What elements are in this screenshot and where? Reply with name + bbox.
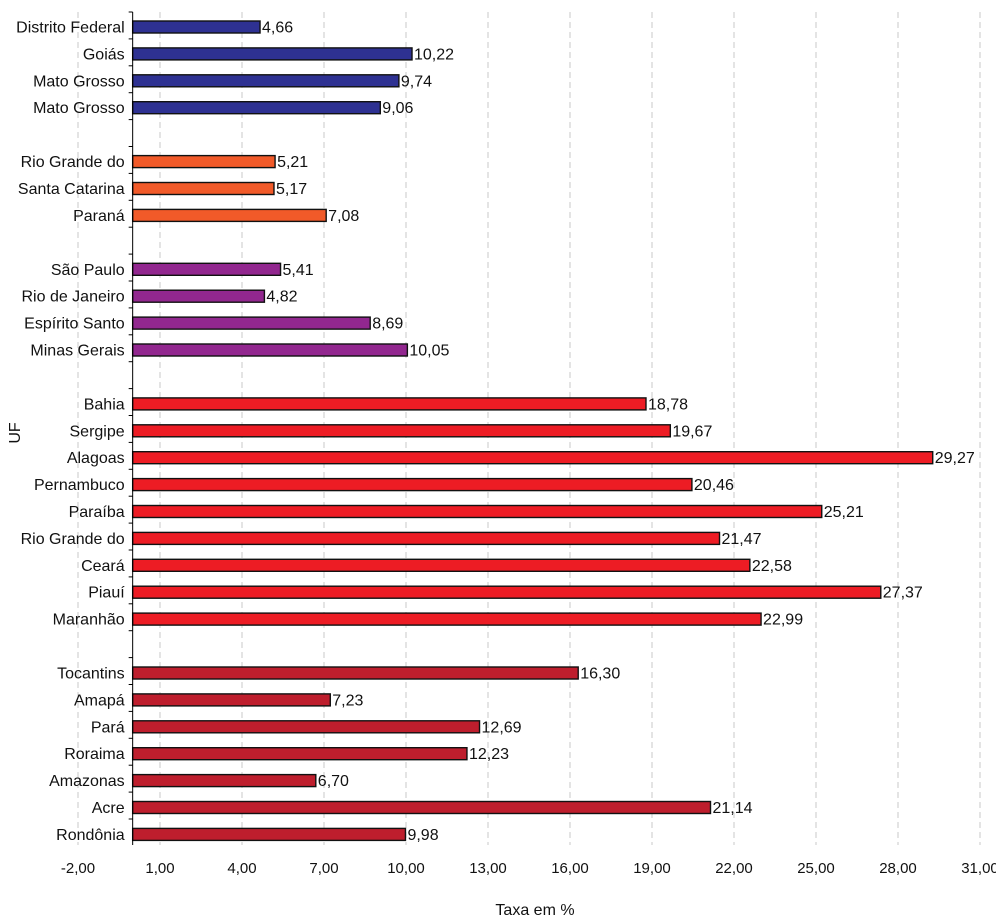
data-label: 25,21 — [824, 504, 864, 521]
category-label: Pernambuco — [34, 477, 125, 494]
bar — [133, 398, 646, 410]
x-tick-label: 28,00 — [879, 860, 917, 877]
data-label: 21,47 — [722, 531, 762, 548]
category-label: Distrito Federal — [16, 20, 124, 37]
x-tick-label: 4,00 — [227, 860, 256, 877]
bar — [133, 667, 579, 679]
category-label: Acre — [92, 800, 125, 817]
bar — [133, 775, 316, 787]
category-label: Rio Grande do — [21, 154, 125, 171]
category-label: São Paulo — [51, 262, 125, 279]
category-label: Mato Grosso — [33, 73, 125, 90]
bar — [133, 694, 331, 706]
bar — [133, 748, 467, 760]
bar — [133, 263, 281, 275]
data-label: 8,69 — [372, 316, 403, 333]
category-label: Paraná — [73, 208, 125, 225]
category-label: Santa Catarina — [18, 181, 125, 198]
bar — [133, 21, 260, 33]
data-label: 9,06 — [382, 100, 413, 117]
bar — [133, 75, 399, 87]
x-tick-label: 22,00 — [715, 860, 753, 877]
category-label: Pará — [91, 719, 125, 736]
data-label: 18,78 — [648, 396, 688, 413]
category-label: Roraima — [64, 746, 125, 763]
x-tick-label: 10,00 — [387, 860, 425, 877]
x-tick-label: 1,00 — [145, 860, 174, 877]
bars-group — [133, 21, 933, 840]
bar — [133, 48, 412, 60]
category-label: Rio Grande do — [21, 531, 125, 548]
data-label: 12,69 — [482, 719, 522, 736]
data-label: 5,21 — [277, 154, 308, 171]
data-label: 4,66 — [262, 20, 293, 37]
data-label: 6,70 — [318, 773, 349, 790]
data-label: 20,46 — [694, 477, 734, 494]
category-label: Tocantins — [57, 666, 125, 683]
category-label: Sergipe — [70, 423, 125, 440]
category-label: Bahia — [84, 396, 125, 413]
category-label: Alagoas — [67, 450, 125, 467]
category-label: Maranhão — [53, 612, 125, 629]
category-label: Piauí — [88, 585, 125, 602]
bar — [133, 559, 750, 571]
x-tick-label: 31,00 — [961, 860, 996, 877]
category-label: Ceará — [81, 558, 125, 575]
data-label: 5,17 — [276, 181, 307, 198]
data-label: 16,30 — [580, 666, 620, 683]
category-label: Mato Grosso — [33, 100, 125, 117]
bar — [133, 721, 480, 733]
category-label: Paraíba — [69, 504, 125, 521]
x-tick-label: -2,00 — [61, 860, 95, 877]
data-label: 29,27 — [935, 450, 975, 467]
x-tick-label: 25,00 — [797, 860, 835, 877]
bar — [133, 613, 761, 625]
data-label: 7,08 — [328, 208, 359, 225]
x-axis-title: Taxa em % — [495, 902, 574, 919]
data-label: 21,14 — [712, 800, 752, 817]
bar — [133, 156, 275, 168]
data-label: 4,82 — [266, 289, 297, 306]
data-label: 22,99 — [763, 612, 803, 629]
bar — [133, 344, 408, 356]
category-label: Espírito Santo — [24, 316, 125, 333]
bar — [133, 102, 381, 114]
category-label: Rio de Janeiro — [21, 289, 124, 306]
data-label: 7,23 — [332, 692, 363, 709]
bar — [133, 452, 933, 464]
data-label: 27,37 — [883, 585, 923, 602]
bar — [133, 290, 265, 302]
data-label: 12,23 — [469, 746, 509, 763]
data-label: 10,22 — [414, 46, 454, 63]
bar — [133, 479, 692, 491]
bar — [133, 802, 711, 814]
bar — [133, 425, 671, 437]
category-label: Rondônia — [56, 827, 125, 844]
data-label: 19,67 — [672, 423, 712, 440]
x-tick-label: 16,00 — [551, 860, 589, 877]
data-label: 10,05 — [409, 343, 449, 360]
data-label: 5,41 — [283, 262, 314, 279]
bar — [133, 209, 327, 221]
category-label: Amapá — [74, 692, 125, 709]
x-tick-label: 13,00 — [469, 860, 507, 877]
bar — [133, 183, 274, 195]
category-label: Goiás — [83, 46, 125, 63]
data-label: 9,74 — [401, 73, 432, 90]
y-axis-title: UF — [7, 422, 24, 444]
category-label: Minas Gerais — [30, 343, 124, 360]
bar — [133, 532, 720, 544]
x-tick-label: 19,00 — [633, 860, 671, 877]
data-label: 22,58 — [752, 558, 792, 575]
bar — [133, 586, 881, 598]
data-label: 9,98 — [407, 827, 438, 844]
category-label: Amazonas — [49, 773, 125, 790]
x-tick-label: 7,00 — [309, 860, 338, 877]
bar — [133, 317, 371, 329]
bar — [133, 506, 822, 518]
bar — [133, 828, 406, 840]
